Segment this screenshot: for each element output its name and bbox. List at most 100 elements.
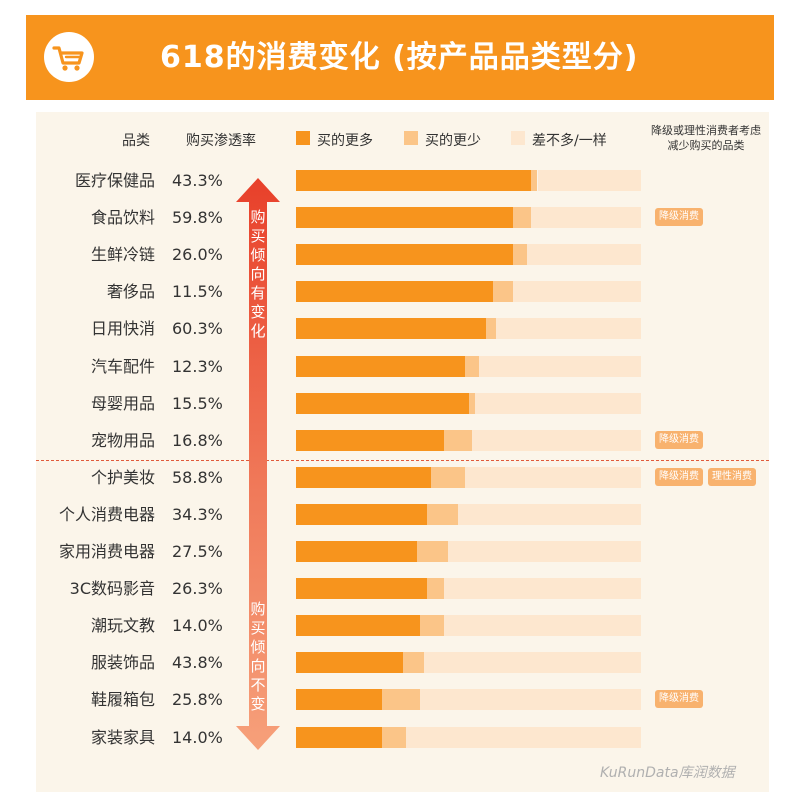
banner-icon-badge bbox=[44, 32, 94, 82]
category-label: 服装饰品 bbox=[90, 653, 155, 673]
tag-column-note: 降级或理性消费者考虑减少购买的品类 bbox=[651, 124, 761, 152]
legend-swatch-more bbox=[296, 131, 310, 145]
bar-segment-more bbox=[296, 652, 403, 674]
stacked-bar bbox=[296, 689, 641, 711]
category-label: 3C数码影音 bbox=[69, 579, 155, 599]
bar-segment-more bbox=[296, 281, 493, 303]
category-label: 母婴用品 bbox=[90, 393, 155, 413]
rational-consumption-tag: 理性消费 bbox=[708, 467, 756, 486]
bar-segment-less bbox=[530, 170, 538, 191]
category-label: 宠物用品 bbox=[90, 430, 155, 450]
bar-segment-more bbox=[296, 541, 417, 562]
bar-segment-more bbox=[296, 355, 466, 377]
penetration-value: 58.8% bbox=[172, 467, 223, 487]
stacked-bar bbox=[296, 541, 641, 562]
bar-segment-same bbox=[444, 578, 641, 600]
bar-segment-same bbox=[475, 392, 641, 414]
stacked-bar bbox=[296, 244, 641, 266]
bar-segment-less bbox=[513, 207, 531, 229]
bar-segment-more bbox=[296, 170, 531, 191]
penetration-value: 34.3% bbox=[172, 504, 223, 524]
category-label: 食品饮料 bbox=[90, 208, 155, 228]
downgrade-consumption-tag: 降级消费 bbox=[655, 430, 703, 449]
stacked-bar bbox=[296, 726, 641, 748]
bar-segment-less bbox=[427, 578, 445, 600]
category-label: 个人消费电器 bbox=[58, 504, 155, 524]
downgrade-consumption-tag: 降级消费 bbox=[655, 690, 703, 709]
category-label: 日用快消 bbox=[90, 319, 155, 339]
category-label: 个护美妆 bbox=[90, 467, 155, 487]
page-title: 618的消费变化 (按产品品类型分) bbox=[160, 40, 639, 75]
legend-label-more: 买的更多 bbox=[317, 133, 373, 149]
stacked-bar bbox=[296, 652, 641, 674]
category-label: 生鲜冷链 bbox=[90, 245, 155, 265]
bar-segment-less bbox=[402, 652, 424, 674]
bar-segment-same bbox=[458, 503, 641, 525]
bar-segment-less bbox=[420, 615, 445, 637]
category-label: 潮玩文教 bbox=[90, 616, 155, 636]
penetration-value: 12.3% bbox=[172, 356, 223, 376]
category-label: 汽车配件 bbox=[90, 356, 155, 376]
stacked-bar bbox=[296, 615, 641, 637]
bar-segment-less bbox=[416, 541, 448, 562]
legend-label-same: 差不多/一样 bbox=[532, 133, 607, 149]
penetration-value: 11.5% bbox=[172, 282, 223, 302]
bar-segment-less bbox=[444, 429, 472, 451]
bar-segment-more bbox=[296, 429, 445, 451]
stacked-bar bbox=[296, 281, 641, 303]
bar-segment-less bbox=[485, 318, 497, 340]
group-divider bbox=[36, 460, 769, 461]
bar-segment-more bbox=[296, 578, 428, 600]
arrow-label-changed: 购买倾向有变化 bbox=[250, 208, 266, 340]
stacked-bar bbox=[296, 578, 641, 600]
stacked-bar bbox=[296, 429, 641, 451]
stacked-bar bbox=[296, 207, 641, 229]
bar-segment-same bbox=[465, 466, 641, 488]
category-label: 医疗保健品 bbox=[74, 171, 155, 190]
bar-segment-less bbox=[465, 355, 479, 377]
stacked-bar bbox=[296, 318, 641, 340]
category-label: 鞋履箱包 bbox=[90, 690, 155, 710]
bar-segment-same bbox=[530, 207, 641, 229]
bar-segment-less bbox=[492, 281, 514, 303]
bar-segment-less bbox=[382, 689, 421, 711]
bar-segment-same bbox=[471, 429, 641, 451]
bar-segment-more bbox=[296, 318, 486, 340]
penetration-value: 14.0% bbox=[172, 616, 223, 636]
bar-segment-less bbox=[430, 466, 466, 488]
bar-segment-same bbox=[447, 541, 641, 562]
bar-segment-more bbox=[296, 244, 514, 266]
bar-segment-less bbox=[513, 244, 528, 266]
bar-segment-less bbox=[382, 726, 407, 748]
shopping-cart-icon bbox=[52, 46, 84, 71]
watermark: KuRunData库润数据 bbox=[600, 765, 735, 781]
category-label: 奢侈品 bbox=[106, 282, 155, 302]
stacked-bar bbox=[296, 503, 641, 525]
bar-segment-more bbox=[296, 466, 431, 488]
rate-header: 购买渗透率 bbox=[186, 133, 256, 149]
bar-segment-more bbox=[296, 726, 383, 748]
bar-segment-less bbox=[468, 392, 476, 414]
bar-segment-less bbox=[427, 503, 459, 525]
bar-segment-more bbox=[296, 503, 428, 525]
bar-segment-same bbox=[496, 318, 641, 340]
penetration-value: 26.3% bbox=[172, 579, 223, 599]
stacked-bar bbox=[296, 170, 641, 191]
penetration-value: 43.8% bbox=[172, 653, 223, 673]
penetration-value: 15.5% bbox=[172, 393, 223, 413]
penetration-value: 27.5% bbox=[172, 542, 223, 561]
penetration-value: 25.8% bbox=[172, 690, 223, 710]
category-label: 家用消费电器 bbox=[58, 542, 155, 561]
bar-segment-same bbox=[478, 355, 641, 377]
stacked-bar bbox=[296, 355, 641, 377]
penetration-value: 16.8% bbox=[172, 430, 223, 450]
penetration-value: 14.0% bbox=[172, 727, 223, 747]
bar-segment-same bbox=[420, 689, 641, 711]
bar-segment-same bbox=[423, 652, 641, 674]
penetration-value: 60.3% bbox=[172, 319, 223, 339]
arrow-label-unchanged: 购买倾向不变 bbox=[250, 600, 266, 713]
legend-swatch-same bbox=[511, 131, 525, 145]
downgrade-consumption-tag: 降级消费 bbox=[655, 208, 703, 227]
double-arrow-icon bbox=[236, 178, 280, 750]
bar-segment-same bbox=[513, 281, 641, 303]
